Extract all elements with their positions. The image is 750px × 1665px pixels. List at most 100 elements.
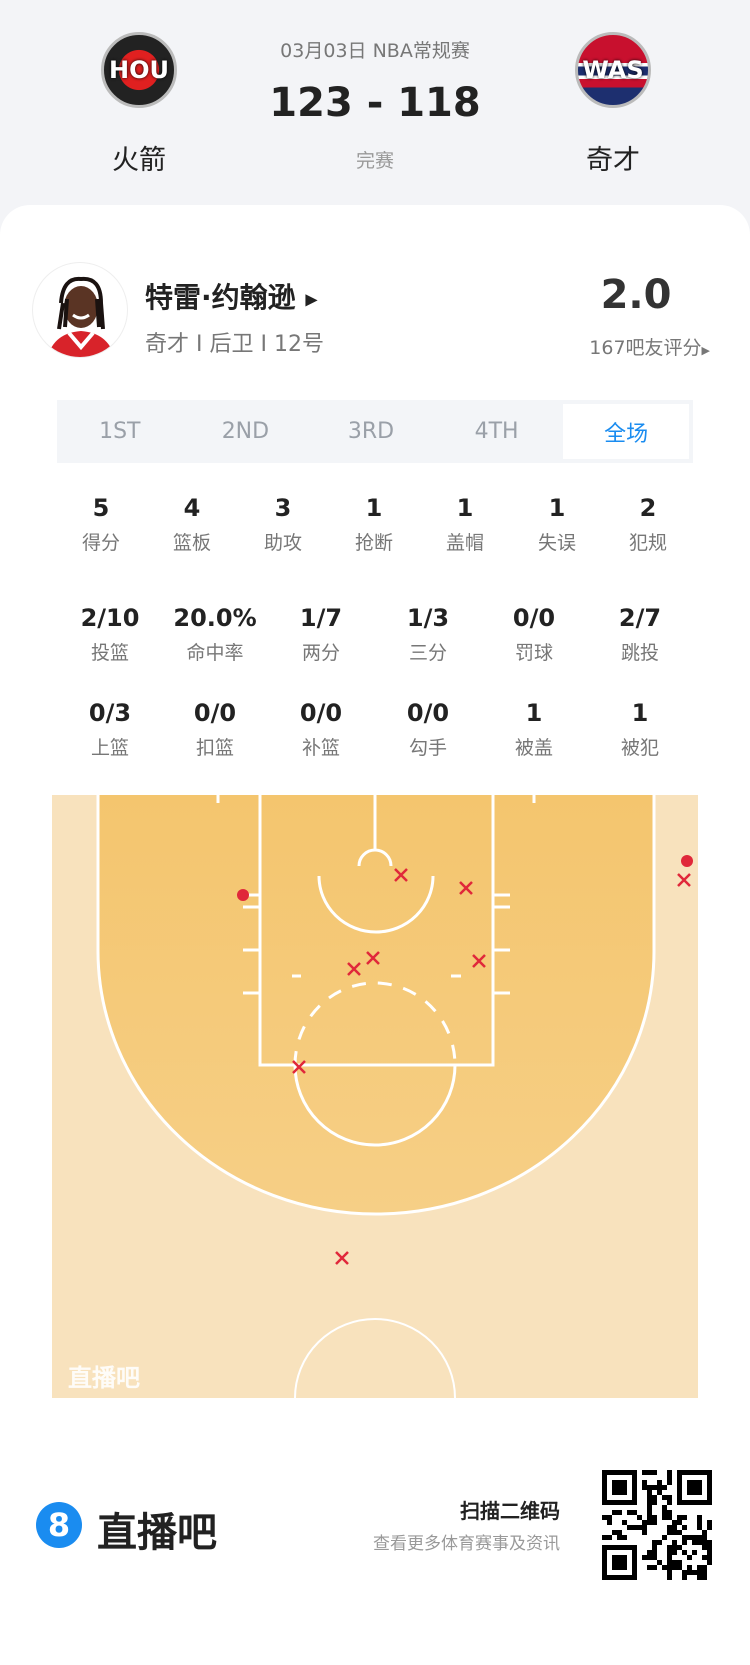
stat-value: 1 (365, 494, 383, 522)
stat-label: 失误 (537, 532, 577, 554)
stat-value: 5 (92, 494, 110, 522)
stat-item: 2 犯规 (629, 494, 667, 555)
stat-item: 3 助攻 (264, 494, 302, 555)
stat-item: 5 得分 (82, 494, 120, 555)
player-portrait-icon (47, 276, 115, 357)
stat-value: 4 (183, 494, 201, 522)
missed-shot-marker (394, 868, 408, 882)
stat-item: 0/3 上篮 (89, 699, 131, 760)
stat-label: 抢断 (354, 532, 394, 554)
stat-item: 2/7 跳投 (619, 604, 661, 665)
free-throw-circle-bottom (293, 1064, 457, 1147)
stat-item: 1 被盖 (515, 699, 553, 760)
stat-item: 1/7 两分 (300, 604, 342, 665)
stat-label: 两分 (301, 642, 341, 664)
brand-logo-icon: 8 (36, 1502, 82, 1548)
stat-value: 1 (456, 494, 474, 522)
player-avatar[interactable] (32, 262, 128, 358)
three-point-area (98, 795, 654, 1214)
more-info-label: 查看更多体育赛事及资讯 (373, 1534, 560, 1554)
stat-label: 罚球 (514, 642, 554, 664)
stat-label: 篮板 (172, 532, 212, 554)
court-lines (96, 795, 656, 1399)
tab-1st[interactable]: 1ST (99, 419, 141, 444)
center-circle (294, 1318, 456, 1399)
stat-value: 1 (631, 699, 649, 727)
stat-label: 命中率 (186, 642, 244, 664)
stat-value: 2 (639, 494, 657, 522)
stat-value: 3 (274, 494, 292, 522)
away-team-logo[interactable]: WAS (575, 32, 651, 108)
free-throw-circle-top (293, 981, 457, 1066)
home-team-name: 火箭 (112, 145, 166, 176)
stat-item: 0/0 扣篮 (194, 699, 236, 760)
rating-count: 167吧友评分 (589, 337, 702, 359)
stat-value: 0/0 (512, 604, 556, 632)
stat-label: 上篮 (90, 737, 130, 759)
player-rating: 2.0 (600, 272, 672, 318)
stat-item: 20.0% 命中率 (173, 604, 256, 665)
made-shot-marker (681, 855, 693, 867)
stat-item: 1 被犯 (621, 699, 659, 760)
rim (357, 848, 393, 867)
missed-shot-marker (459, 881, 473, 895)
match-score: 123 - 118 (269, 80, 481, 126)
stat-item: 0/0 罚球 (513, 604, 555, 665)
stat-label: 三分 (408, 642, 448, 664)
stat-value: 20.0% (173, 604, 257, 632)
brand-name: 直播吧 (97, 1510, 217, 1556)
period-tabs: 1ST 2ND 3RD 4TH 全场 (57, 400, 693, 463)
court-watermark: 直播吧 (68, 1364, 140, 1392)
hash-marks (216, 795, 536, 978)
stat-item: 1 盖帽 (446, 494, 484, 555)
stat-value: 2/10 (80, 604, 140, 632)
stat-value: 1 (548, 494, 566, 522)
paint (258, 795, 495, 1067)
stat-label: 被犯 (620, 737, 660, 759)
tab-2nd[interactable]: 2ND (221, 419, 270, 444)
qr-code[interactable] (602, 1470, 712, 1580)
stat-item: 0/0 补篮 (300, 699, 342, 760)
scan-qr-label: 扫描二维码 (460, 1499, 560, 1523)
stat-label: 被盖 (514, 737, 554, 759)
caret-right-icon: ▶ (701, 344, 710, 357)
stat-label: 扣篮 (195, 737, 235, 759)
stat-label: 勾手 (408, 737, 448, 759)
stat-value: 1/7 (299, 604, 343, 632)
home-team-logo[interactable]: HOU (101, 32, 177, 108)
player-name-link[interactable]: 特雷·约翰逊 ▶ (145, 276, 318, 316)
stat-label: 跳投 (620, 642, 660, 664)
stat-label: 投篮 (90, 642, 129, 664)
stat-label: 犯规 (628, 532, 668, 554)
stat-item: 4 篮板 (173, 494, 211, 555)
match-date-league: 03月03日 NBA常规赛 (280, 40, 470, 62)
stat-value: 0/0 (299, 699, 343, 727)
missed-shot-marker (472, 954, 486, 968)
missed-shot-marker (347, 962, 361, 976)
stat-item: 2/10 投篮 (81, 604, 140, 665)
stat-label: 盖帽 (445, 532, 485, 554)
stat-label: 助攻 (263, 532, 303, 554)
lane-ticks (243, 893, 510, 995)
stat-value: 1 (525, 699, 543, 727)
missed-shot-marker (292, 1060, 306, 1074)
stat-value: 0/3 (88, 699, 132, 727)
stat-value: 1/3 (406, 604, 450, 632)
stat-item: 1 失误 (538, 494, 576, 555)
missed-shot-marker (335, 1251, 349, 1265)
stat-item: 1 抢断 (355, 494, 393, 555)
player-info: 奇才 I 后卫 I 12号 (145, 332, 324, 357)
rating-count-link[interactable]: 167吧友评分▶ (589, 333, 710, 360)
stat-value: 2/7 (618, 604, 662, 632)
caret-right-icon: ▶ (305, 289, 318, 309)
tab-full-game[interactable]: 全场 (563, 404, 689, 459)
shot-chart: 直播吧 (52, 795, 698, 1399)
player-name: 特雷·约翰逊 (145, 281, 296, 314)
tab-3rd[interactable]: 3RD (347, 419, 395, 444)
stat-label: 得分 (81, 532, 121, 554)
tab-4th[interactable]: 4TH (474, 419, 519, 444)
three-point-line (96, 795, 656, 1216)
restricted-arc (317, 875, 435, 934)
stat-value: 0/0 (406, 699, 450, 727)
missed-shot-marker (366, 951, 380, 965)
